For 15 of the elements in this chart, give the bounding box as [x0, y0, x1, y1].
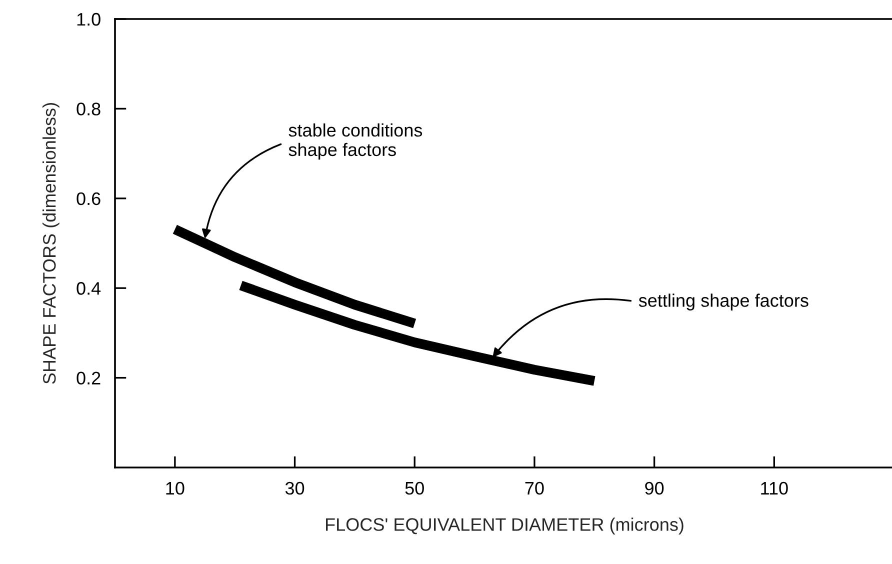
x-axis-title: FLOCS' EQUIVALENT DIAMETER (microns)	[326, 518, 684, 534]
y-tick-label: 0.4	[76, 282, 101, 295]
x-tick-label: 30	[285, 482, 304, 495]
y-tick-label: 0.8	[76, 102, 100, 116]
annotation: stable conditions shape factors	[288, 123, 422, 160]
x-tick-label: 110	[761, 482, 788, 495]
y-tick-label: 0.2	[76, 372, 100, 385]
x-tick-label: 70	[525, 482, 544, 495]
y-tick-label: 1.0	[77, 12, 100, 26]
x-tick-label: 10	[166, 482, 184, 495]
annotation: settling shape factors	[638, 294, 808, 310]
x-tick-label: 50	[405, 482, 424, 495]
y-tick-label: 0.6	[76, 192, 100, 206]
x-tick-label: 90	[645, 482, 664, 495]
y-axis-title: SHAPE FACTORS (dimensionless)	[42, 103, 60, 384]
